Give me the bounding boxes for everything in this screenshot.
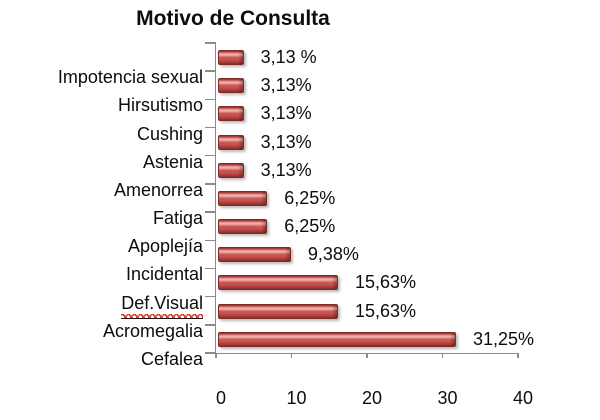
category-label-acromegalia: Acromegalia [0, 320, 203, 342]
chart-title: Motivo de Consulta [136, 7, 330, 30]
y-axis-tick [205, 352, 216, 354]
bar-acromegalia [218, 303, 338, 319]
value-label-acromegalia: 15,63% [355, 300, 417, 321]
category-label-text: Acromegalia [102, 320, 203, 341]
value-label-fatiga: 6,25% [284, 187, 336, 208]
plot-area [205, 42, 519, 358]
category-label-text: Hirsutismo [117, 95, 203, 116]
y-axis-tick [205, 70, 216, 72]
x-axis-tick [290, 353, 293, 358]
bar-cushing [218, 106, 244, 122]
y-axis-tick [205, 98, 216, 101]
category-label-text: Cefalea [140, 349, 203, 369]
bar-def-visual [218, 275, 338, 291]
bar-cefalea [218, 331, 456, 347]
category-label-text: Cushing [136, 123, 203, 144]
category-label-text: Astenia [142, 151, 203, 172]
y-axis-tick [205, 211, 216, 213]
category-label-impotencia-sexual: Impotencia sexual [0, 66, 203, 88]
y-axis-tick [205, 42, 216, 44]
bar-hirsutismo [218, 78, 244, 94]
value-label-incidental: 9,38% [307, 244, 359, 265]
category-label-def-visual: Def.Visual [0, 292, 203, 319]
bar-apoplej-a [218, 219, 268, 235]
y-axis-tick [205, 154, 216, 157]
value-label-apoplej-a: 6,25% [284, 216, 336, 237]
category-label-cushing: Cushing [0, 123, 203, 145]
category-label-fatiga: Fatiga [0, 207, 203, 229]
x-axis-tick [517, 353, 519, 358]
value-label-hirsutismo: 3,13% [260, 75, 312, 96]
value-label-cefalea: 31,25% [472, 328, 534, 349]
x-tick-label-0: 0 [215, 388, 226, 408]
category-label-apoplej-a: Apoplejía [0, 235, 203, 257]
y-axis-tick [205, 126, 216, 129]
value-label-impotencia-sexual: 3,13 % [260, 47, 317, 67]
bar-astenia [218, 134, 244, 150]
value-label-astenia: 3,13% [260, 131, 312, 152]
x-tick-label-30: 30 [437, 388, 458, 408]
category-label-text: Amenorrea [113, 179, 203, 200]
y-axis-tick [205, 295, 216, 298]
value-label-cushing: 3,13% [260, 103, 312, 124]
x-axis-tick [215, 353, 217, 358]
y-axis-tick [205, 324, 216, 326]
y-axis-tick [205, 267, 216, 270]
category-label-cefalea: Cefalea [0, 348, 203, 370]
bar-amenorrea [218, 162, 244, 178]
category-label-text: Impotencia sexual [57, 67, 203, 88]
x-tick-label-20: 20 [361, 388, 383, 408]
value-label-def-visual: 15,63% [355, 272, 417, 293]
category-label-incidental: Incidental [0, 263, 203, 285]
x-axis-tick [441, 353, 444, 358]
x-axis-tick [366, 353, 368, 358]
bar-incidental [218, 247, 291, 263]
category-label-hirsutismo: Hirsutismo [0, 94, 203, 116]
value-label-amenorrea: 3,13% [260, 159, 312, 180]
category-label-text: Fatiga [152, 208, 203, 229]
bar-fatiga [218, 190, 268, 206]
bar-impotencia-sexual [218, 50, 244, 65]
category-label-amenorrea: Amenorrea [0, 179, 203, 201]
x-tick-label-10: 10 [286, 388, 307, 408]
y-axis-tick [205, 239, 216, 242]
y-axis-tick [205, 183, 216, 185]
category-label-text: Def.Visual [121, 293, 203, 319]
category-label-text: Incidental [125, 264, 203, 285]
category-label-astenia: Astenia [0, 151, 203, 173]
category-label-text: Apoplejía [127, 236, 203, 257]
x-tick-label-40: 40 [512, 388, 534, 408]
